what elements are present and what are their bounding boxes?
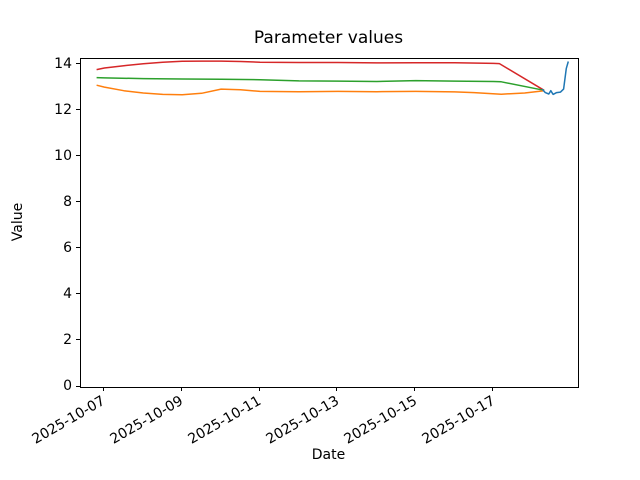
line-plot	[96, 60, 570, 96]
x-tick-mark	[258, 387, 260, 391]
x-tick-mark	[102, 387, 104, 391]
y-tick-mark	[76, 247, 80, 249]
y-tick-label: 6	[63, 239, 72, 256]
y-axis-label: Value	[10, 202, 26, 242]
y-tick-label: 4	[63, 285, 72, 302]
plot-area	[80, 58, 579, 388]
x-tick-mark	[414, 387, 416, 391]
y-tick-label: 0	[63, 378, 72, 394]
x-tick-mark	[492, 387, 494, 391]
y-tick-label: 8	[63, 193, 72, 210]
y-tick-label: 12	[54, 101, 72, 118]
x-tick-mark	[336, 387, 338, 391]
y-tick-mark	[76, 155, 80, 157]
y-tick-mark	[76, 293, 80, 295]
y-tick-label: 10	[54, 147, 72, 164]
plot-line-orange	[96, 84, 545, 96]
x-tick-mark	[180, 387, 182, 391]
y-tick-label: 14	[54, 55, 72, 72]
plot-line-green	[96, 76, 545, 92]
chart-title: Parameter values	[253, 28, 404, 48]
y-tick-label: 2	[63, 331, 72, 348]
plot-line-blue	[541, 61, 570, 96]
y-tick-mark	[76, 201, 80, 203]
y-tick-mark	[76, 63, 80, 65]
plot-line-red	[96, 60, 545, 91]
y-tick-mark	[76, 385, 80, 387]
y-tick-mark	[76, 339, 80, 341]
y-tick-mark	[76, 109, 80, 111]
x-axis-label: Date	[311, 447, 346, 463]
